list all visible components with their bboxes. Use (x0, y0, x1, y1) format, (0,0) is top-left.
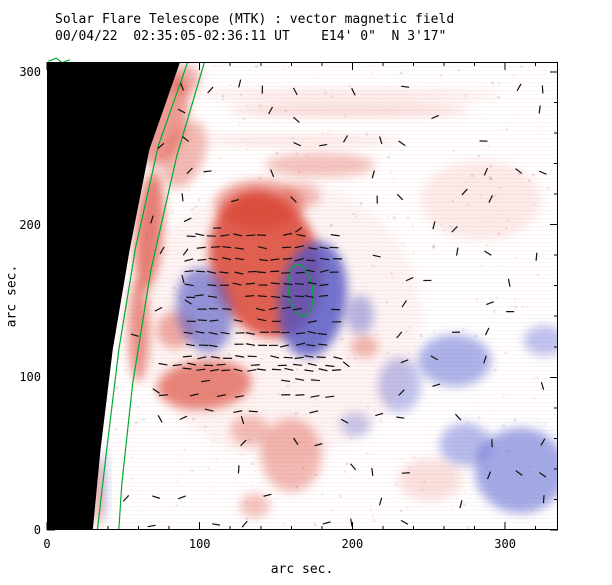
y-tick-label: 0 (33, 523, 41, 537)
x-tick-label: 0 (43, 537, 51, 551)
contour-layer (96, 62, 314, 530)
figure-subtitle: 00/04/22 02:35:05-02:36:11 UT E14' 0" N … (55, 29, 447, 44)
polarity-blobs-layer (92, 64, 558, 526)
y-tick-label: 100 (19, 370, 41, 385)
x-axis-label: arc sec. (270, 562, 334, 577)
axes-frame-layer (46, 62, 558, 531)
vector-dashes-layer (122, 79, 547, 530)
y-tick-label: 200 (19, 217, 41, 232)
x-tick-label: 200 (341, 537, 364, 551)
y-tick-label: 300 (19, 64, 41, 79)
solar-limb-layer (47, 62, 180, 530)
y-axis-label: arc sec. (4, 264, 20, 328)
x-tick-label: 300 (494, 537, 516, 551)
x-tick-label: 100 (188, 537, 211, 551)
overlay-layer (48, 57, 71, 64)
figure-title: Solar Flare Telescope (MTK) : vector mag… (55, 12, 455, 27)
